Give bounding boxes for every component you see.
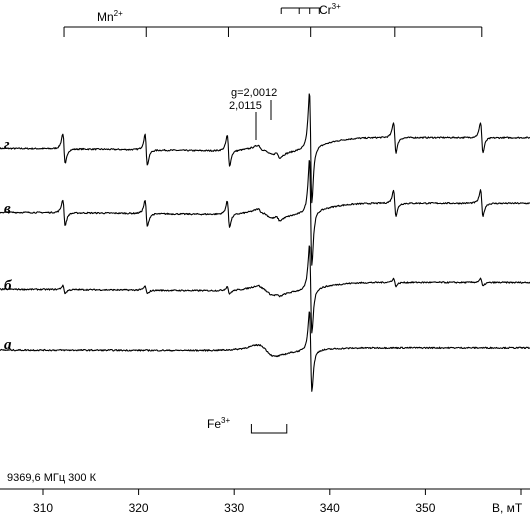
fe-label-superscript: 3+ [221,416,230,425]
g-value-label-2: 2,0115 [229,100,262,112]
fe-label-base: Fe [207,417,221,431]
x-tick-label-340: 340 [320,501,340,515]
trace-letter-2: в [4,201,11,217]
g-value-indicator-lines [255,100,272,140]
trace-4 [0,311,530,392]
spectrum-traces [0,93,530,392]
mn-label-superscript: 2+ [114,9,123,18]
x-tick-label-330: 330 [224,501,244,515]
fe3-marker [250,424,288,434]
footer-text: 9369,6 МГц 300 К [7,472,97,484]
cr-label-superscript: 3+ [332,2,341,11]
x-tick-label-310: 310 [33,501,53,515]
cr-label-base: Cr [319,3,332,17]
fe-bracket [250,424,288,434]
mn2-marker [63,26,483,37]
mn-label-base: Mn [97,10,114,24]
trace-3 [0,245,530,334]
fe-label: Fe3+ [207,416,230,431]
trace-letter-1: г [4,137,10,153]
x-axis-ticks: 310 320 330 340 350 [33,489,522,515]
trace-letter-4: а [4,337,12,353]
g-value-label-1: g=2,0012 [231,87,277,99]
x-tick-label-320: 320 [129,501,149,515]
cr-label: Cr3+ [319,2,341,17]
x-tick-label-350: 350 [415,501,435,515]
mn-label: Mn2+ [97,9,123,24]
cr3-marker [280,7,322,14]
trace-letter-3: б [4,278,12,294]
x-axis-label: B, мТ [492,501,523,515]
trace-letters: г в б а [4,137,12,353]
trace-1 [0,93,530,204]
trace-2 [0,159,530,266]
